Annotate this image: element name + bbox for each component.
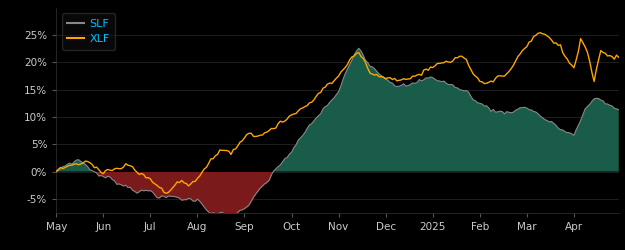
Legend: SLF, XLF: SLF, XLF (62, 13, 116, 50)
